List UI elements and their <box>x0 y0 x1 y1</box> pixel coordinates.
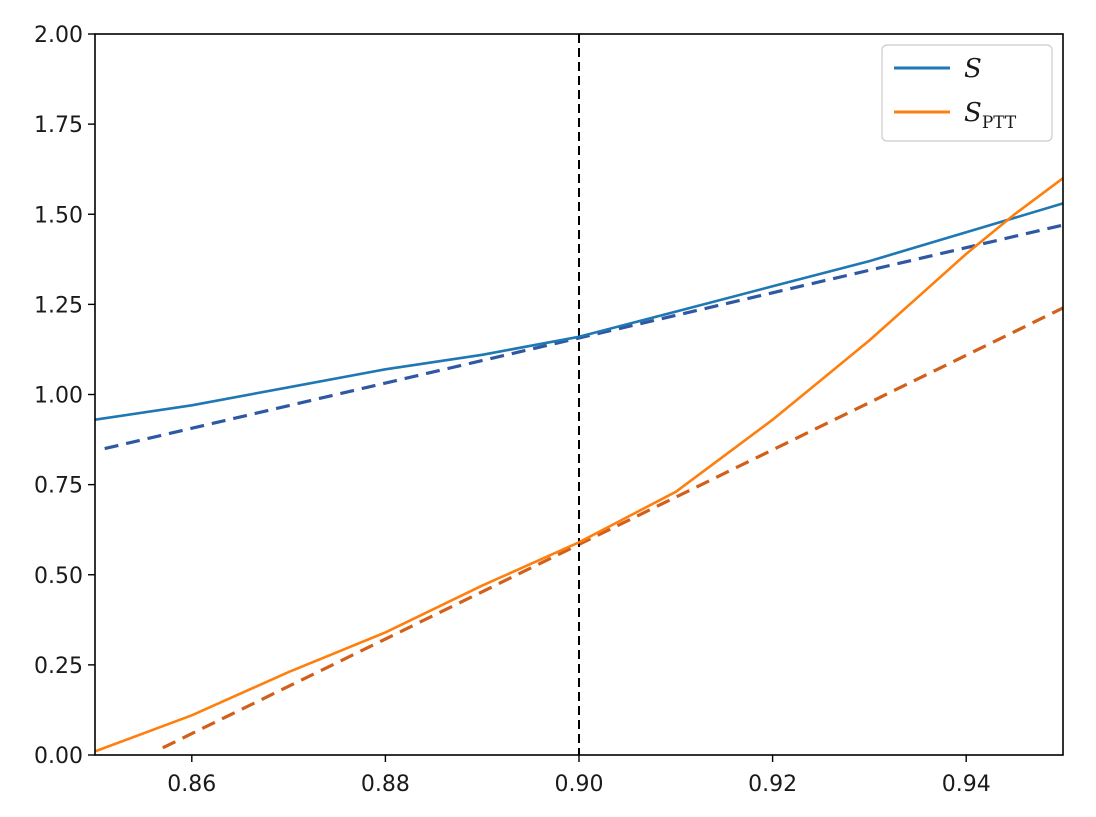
y-tick-label: 0.00 <box>34 744 83 769</box>
series-line-0 <box>94 202 1064 421</box>
y-tick-label: 0.50 <box>34 564 83 589</box>
x-tick-label: 0.88 <box>361 772 410 797</box>
y-tick-label: 1.25 <box>34 293 83 318</box>
x-tick-label: 0.86 <box>167 772 216 797</box>
series-line-1 <box>94 177 1064 753</box>
y-tick-label: 1.75 <box>34 113 83 138</box>
legend-label-s-ptt: SPTT <box>964 98 1017 133</box>
x-tick-label: 0.92 <box>748 772 797 797</box>
dashed-fit-line-1 <box>162 306 1064 750</box>
y-tick-label: 1.00 <box>34 384 83 409</box>
legend: S SPTT <box>881 44 1053 142</box>
y-tick-label: 0.25 <box>34 654 83 679</box>
y-axis: 0.00 0.25 0.50 0.75 1.00 1.25 1.50 1.75 2.00 <box>34 23 95 769</box>
legend-label-s-ptt-subscript: PTT <box>982 113 1017 133</box>
x-tick-label: 0.90 <box>555 772 604 797</box>
y-tick-label: 1.50 <box>34 203 83 228</box>
plot-frame <box>94 33 1064 756</box>
x-tick-label: 0.94 <box>942 772 991 797</box>
plot-area <box>94 34 1064 755</box>
legend-label-s: S <box>964 54 982 84</box>
x-axis: 0.86 0.88 0.90 0.92 0.94 <box>167 755 991 797</box>
legend-label-s-ptt-main: S <box>964 98 982 128</box>
y-tick-label: 2.00 <box>34 23 83 48</box>
y-tick-label: 0.75 <box>34 474 83 499</box>
